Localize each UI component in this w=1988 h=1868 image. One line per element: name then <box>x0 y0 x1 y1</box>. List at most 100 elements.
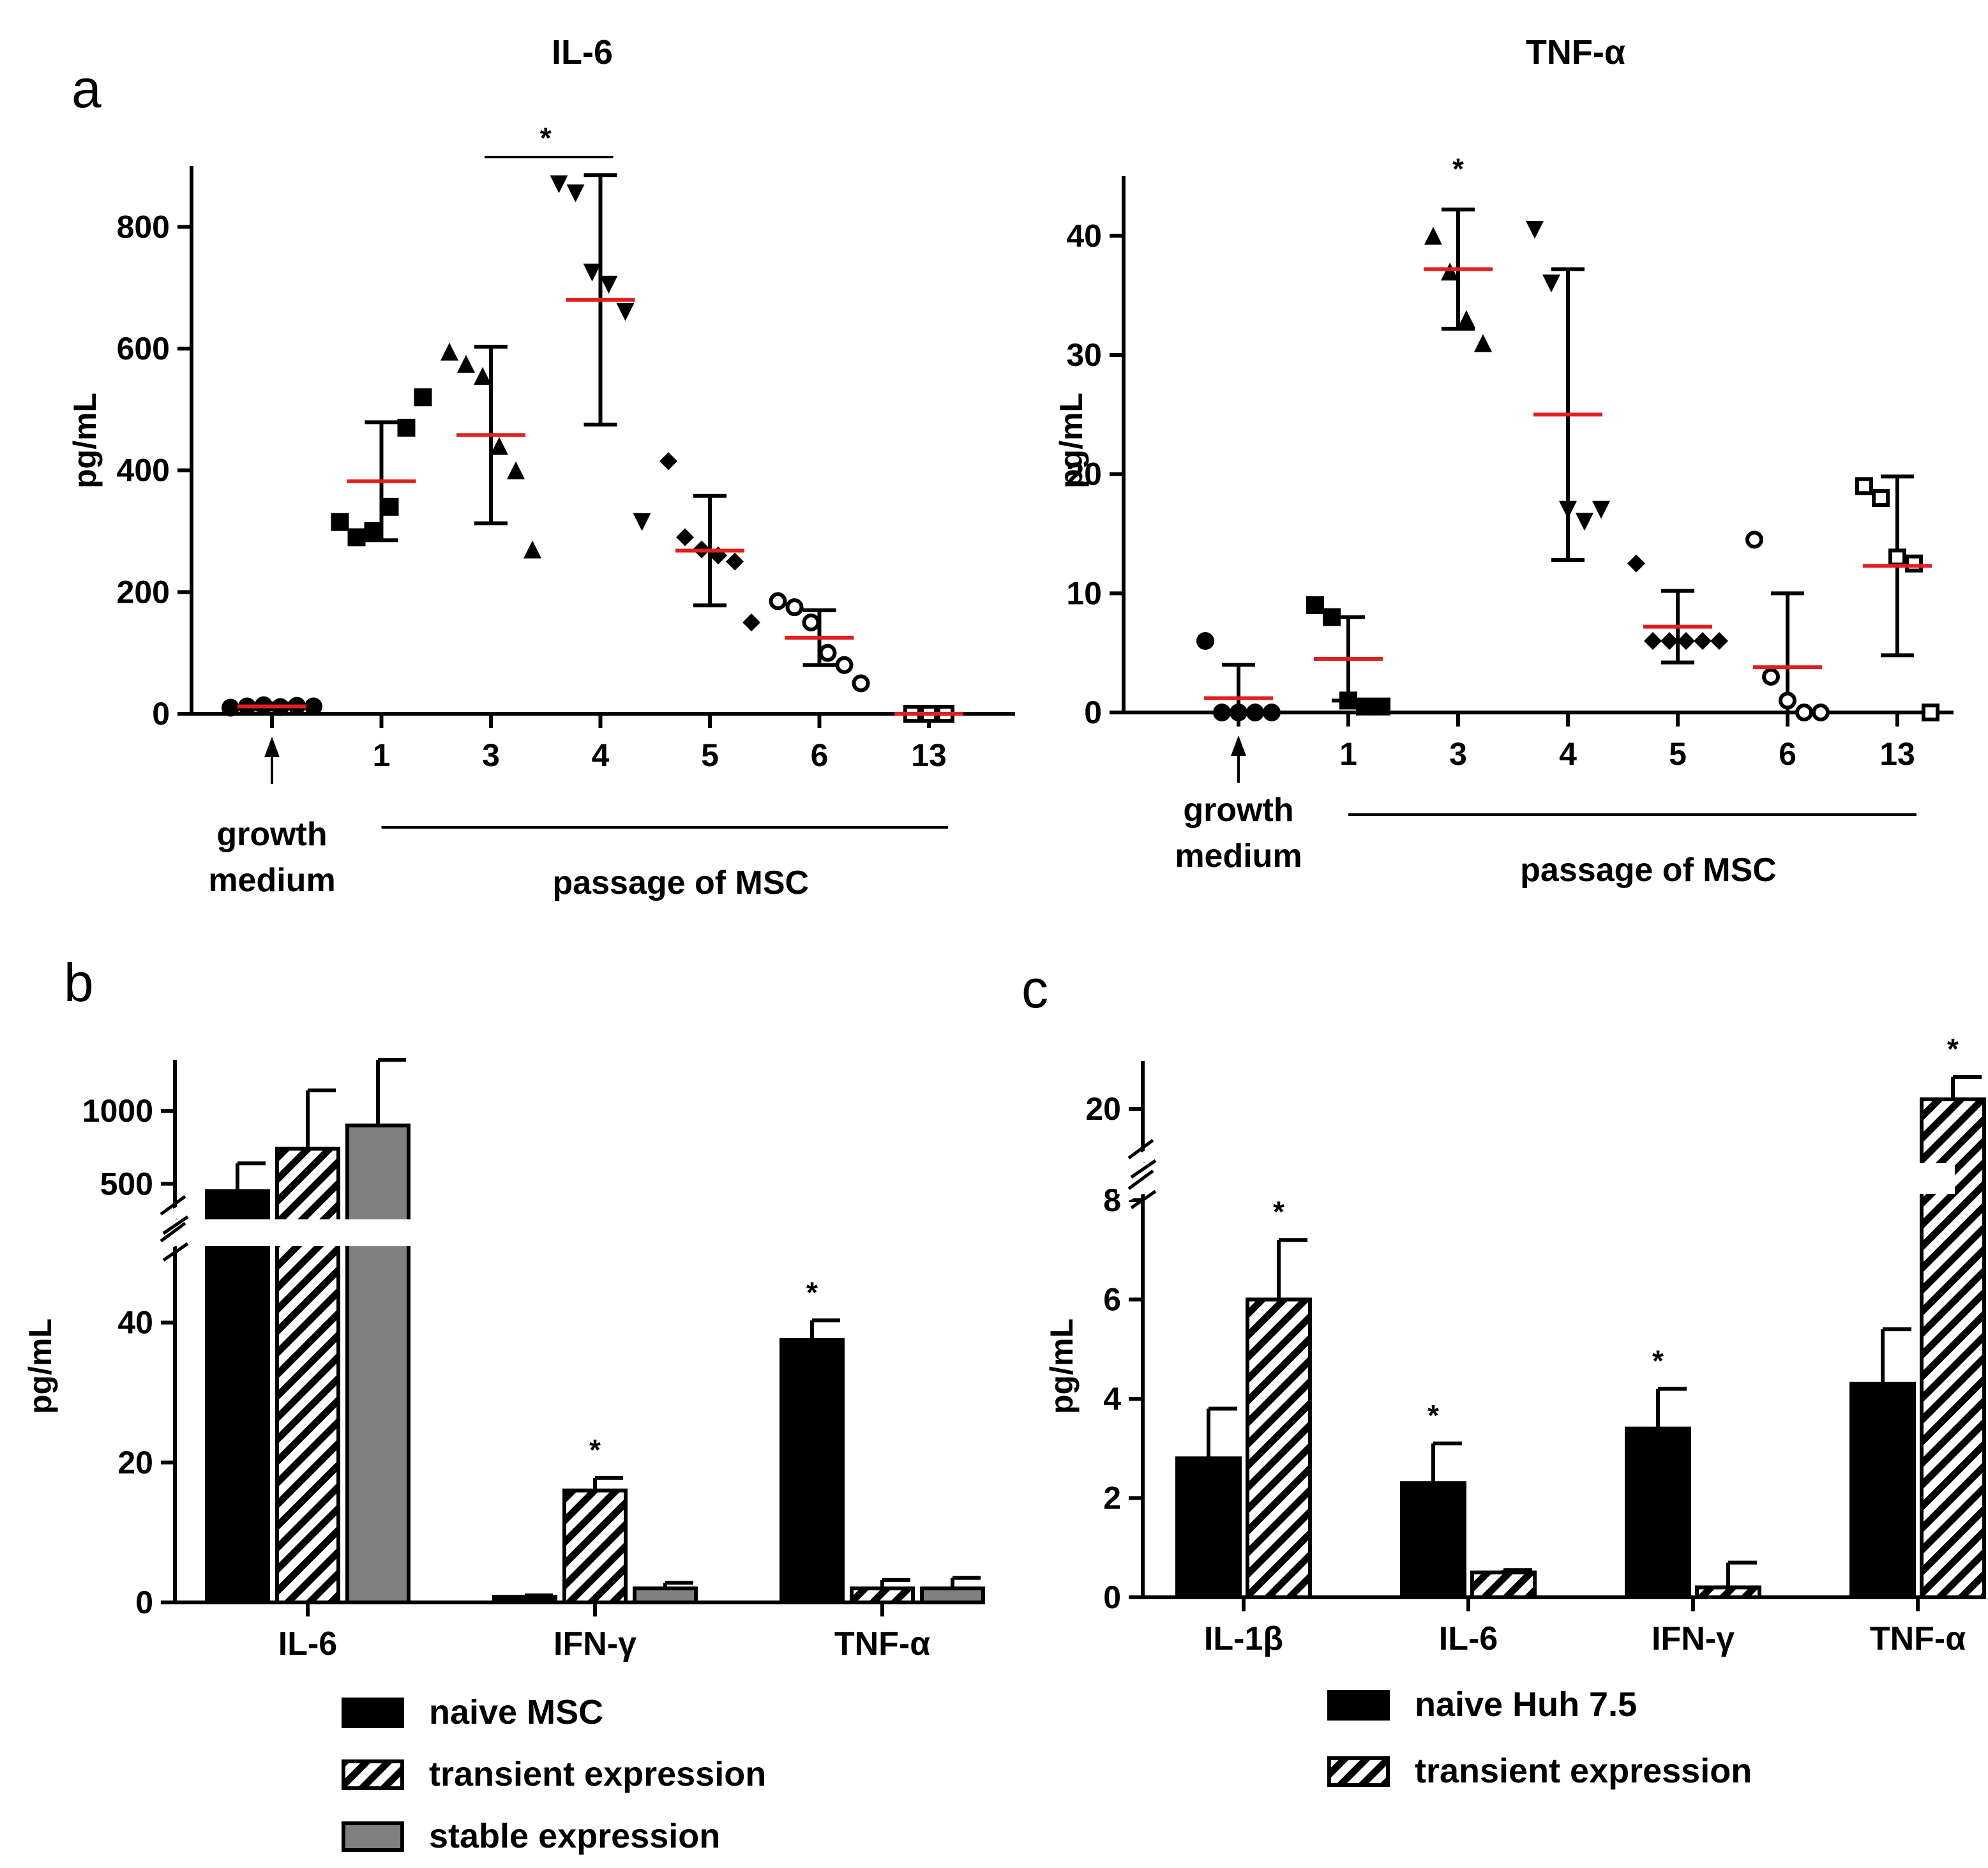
data-point <box>550 175 568 193</box>
legend-label: transient expression <box>429 1755 766 1793</box>
data-point <box>1812 704 1830 721</box>
significance-star: * <box>1452 152 1464 185</box>
data-point <box>1263 704 1281 721</box>
x-tick-label: IL-6 <box>1439 1620 1498 1657</box>
x-tick-label: 3 <box>482 737 500 773</box>
panel-letter-a: a <box>72 59 102 119</box>
x-tick-label: 5 <box>701 737 719 773</box>
x-tick-label: 1 <box>1339 736 1357 772</box>
bar <box>1400 1481 1466 1600</box>
data-point <box>852 674 870 693</box>
data-point <box>1644 632 1662 650</box>
data-point <box>1339 691 1357 710</box>
y-tick-label: 30 <box>1066 337 1102 373</box>
bar <box>205 1189 270 1604</box>
y-tick-label: 40 <box>1066 218 1102 253</box>
data-point <box>633 513 651 531</box>
y-tick-label: 40 <box>117 1305 153 1341</box>
growth-medium-label: medium <box>1175 838 1302 875</box>
y-tick-label: 200 <box>117 574 170 610</box>
x-tick-label: 3 <box>1449 736 1467 772</box>
data-point <box>1710 632 1728 650</box>
x-tick-label: IFN-γ <box>1652 1620 1735 1657</box>
data-point <box>490 437 508 455</box>
data-point <box>1905 554 1923 573</box>
data-point <box>1196 632 1214 650</box>
y-axis-label: pg/mL <box>67 393 103 488</box>
data-point <box>305 697 322 716</box>
data-point <box>1576 513 1593 531</box>
data-point <box>507 461 525 479</box>
legend-label: naive Huh 7.5 <box>1415 1685 1637 1724</box>
panel-letter-b: b <box>64 953 94 1013</box>
data-point <box>1441 262 1459 281</box>
data-point <box>1246 704 1264 721</box>
bar <box>275 1147 340 1604</box>
data-point <box>1694 632 1712 650</box>
data-point <box>835 656 854 674</box>
data-point <box>1872 489 1890 507</box>
y-tick-label: 0 <box>1103 1579 1121 1615</box>
axis-break-lower-mark-lower <box>1130 1189 1157 1210</box>
data-point <box>414 388 432 407</box>
panel-letter-c: c <box>1021 959 1048 1019</box>
x-tick-label: 6 <box>811 737 829 773</box>
x-tick-label: 4 <box>1559 736 1577 772</box>
significance-star: * <box>1652 1344 1664 1377</box>
y-tick-label: 20 <box>1066 456 1102 492</box>
bar <box>492 1595 557 1604</box>
x-tick-label: IL-6 <box>278 1625 337 1662</box>
bar <box>1470 1570 1537 1599</box>
chart-b-bars: 0 20 40 500 1000 pg/mL IL-6 IFN-γ TNF-α * * naive M… <box>22 1058 985 1855</box>
arrow-head <box>264 737 280 757</box>
significance-star: * <box>1947 1032 1959 1066</box>
axis-break-upper-gap <box>1127 1144 1158 1171</box>
bar <box>1849 1382 1916 1600</box>
axis-break-upper-mark-lower <box>162 1215 189 1235</box>
bar <box>562 1488 628 1604</box>
data-point <box>1762 668 1780 686</box>
data-point <box>1627 554 1645 573</box>
data-point <box>726 552 744 571</box>
bar <box>779 1338 845 1604</box>
x-tick-label: 5 <box>1669 736 1687 772</box>
data-point <box>523 540 541 559</box>
axis-break-upper-mark-upper <box>160 1194 186 1216</box>
data-point <box>1356 697 1374 716</box>
data-point <box>1230 704 1247 721</box>
data-point <box>599 275 618 294</box>
data-point <box>583 263 601 282</box>
axis-break-lower-mark-lower <box>162 1242 189 1262</box>
growth-medium-label: growth <box>216 816 327 853</box>
growth-medium-label: medium <box>208 862 335 899</box>
data-point <box>769 592 787 610</box>
data-point <box>676 528 694 546</box>
arrow-head <box>1231 735 1246 756</box>
axis-break-upper-mark-upper <box>1127 1138 1154 1160</box>
x-tick-label: IFN-γ <box>553 1625 636 1662</box>
axis-break-gap <box>1117 1163 1955 1194</box>
legend-swatch <box>342 1698 404 1728</box>
data-point <box>1855 477 1873 495</box>
chart-title: IL-6 <box>552 33 613 72</box>
data-point <box>474 366 492 385</box>
legend-label: naive MSC <box>429 1693 603 1731</box>
x-tick-label: TNF-α <box>1870 1620 1966 1657</box>
y-tick-label: 4 <box>1103 1381 1121 1417</box>
y-tick-label: 2 <box>1103 1480 1121 1516</box>
data-point <box>1745 531 1763 549</box>
y-tick-label: 0 <box>1084 695 1102 730</box>
y-tick-label: 500 <box>100 1166 153 1201</box>
axis-break-lower-gap <box>1127 1175 1158 1201</box>
data-point <box>742 614 760 631</box>
data-point <box>1457 310 1475 328</box>
data-point <box>1526 221 1544 239</box>
x-tick-label: 13 <box>1879 736 1915 772</box>
data-point <box>1306 596 1324 614</box>
data-point <box>785 598 804 617</box>
data-point <box>441 342 458 361</box>
data-point <box>1424 227 1442 245</box>
